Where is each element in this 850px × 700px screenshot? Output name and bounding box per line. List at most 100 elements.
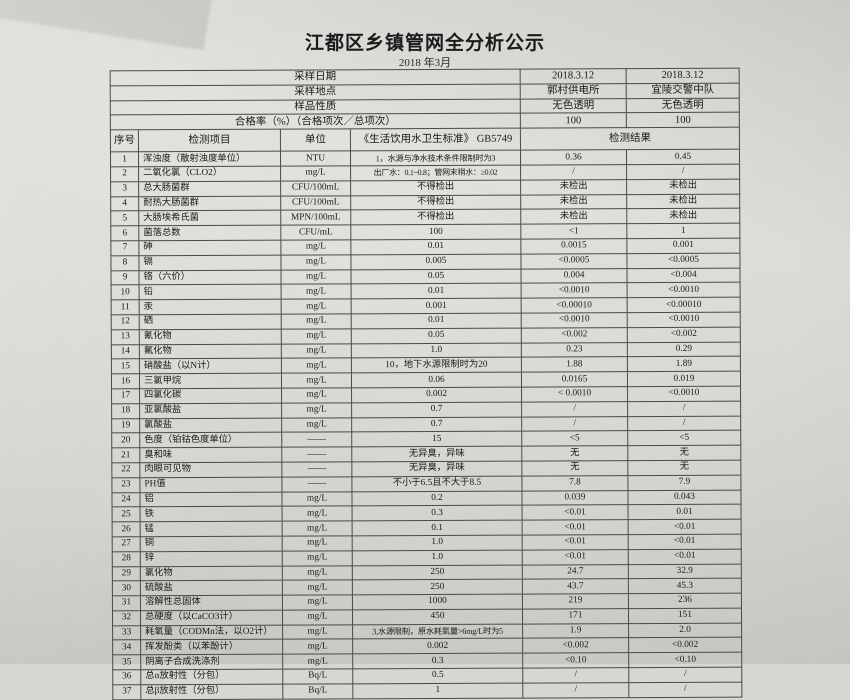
cell-item: 亚氯酸盐 [139,402,282,419]
cell-unit: mg/L [282,565,353,581]
cell-result-site1: 0.0015 [520,238,627,254]
cell-item: 总大肠菌群 [138,180,281,197]
cell-result-site2: / [627,400,741,417]
col-header-item: 检测项目 [138,129,281,152]
cell-result-site2: <0.002 [628,637,742,653]
cell-result-site2: <0.00010 [627,297,741,313]
cell-result-site2: <0.004 [626,267,741,283]
cell-result-site1: <0.00010 [521,297,628,314]
cell-item: 色度（铂钴色度单位） [139,432,282,448]
cell-unit: mg/L [280,239,351,255]
cell-unit: mg/L [280,254,351,270]
cell-item: 溶解性总固体 [140,595,283,611]
cell-result-site1: / [521,416,628,432]
meta-value-site1: 郭村供电所 [520,83,627,99]
cell-result-site2: 1 [626,223,740,239]
cell-result-site1: / [521,401,628,417]
cell-no: 34 [112,640,141,656]
cell-unit: mg/L [281,269,352,285]
cell-standard: 100 [350,224,521,240]
table-body: 采样日期 2018.3.12 2018.3.12 采样地点 郭村供电所 宜陵交警中队 样品性… [110,68,742,700]
table-row: 37 总β放射性（分包） Bq/L 1// [112,681,742,700]
cell-standard: 0.001 [351,298,522,314]
cell-no: 19 [111,418,140,434]
cell-no: 6 [110,225,139,241]
cell-result-site1: 无 [521,445,628,462]
cell-unit: MPN/100mL [280,210,351,226]
cell-unit: mg/L [281,343,352,359]
cell-result-site1: < 0.0010 [521,386,628,402]
cell-result-site1: <0.01 [522,549,629,565]
cell-item: 硝酸盐（以N计） [139,358,282,374]
cell-unit: mg/L [281,328,352,344]
cell-standard: 0.3 [352,505,523,521]
cell-result-site1: 0.23 [521,342,628,358]
cell-item: 硒 [139,314,282,330]
cell-result-site2: 未检出 [626,193,740,209]
cell-item: 铜 [140,536,283,552]
cell-item: 氯化物 [140,565,283,582]
cell-result-site1: <5 [521,430,628,447]
cell-no: 22 [111,462,140,478]
cell-no: 10 [111,285,140,301]
cell-no: 12 [111,314,140,330]
cell-no: 11 [111,299,140,315]
cell-unit: mg/L [282,550,353,566]
cell-item: 耗氧量（CODMn法，以O2计） [140,624,283,641]
cell-result-site2: 0.019 [627,371,741,387]
cell-standard: 0.06 [351,372,522,388]
cell-item: 总α放射性（分包） [140,669,283,685]
cell-standard: 无异臭，异味 [351,446,522,462]
cell-result-site2: / [628,681,742,698]
cell-result-site2: 0.01 [628,504,742,520]
cell-item: 铝 [139,491,283,508]
cell-unit: mg/L [281,402,352,418]
cell-result-site2: <0.0010 [627,312,741,328]
cell-result-site1: 0.004 [520,268,628,284]
cell-no: 23 [111,477,140,493]
cell-standard: 0.002 [352,638,523,655]
cell-item: 二氧化氯（CLO2） [138,166,281,182]
cell-result-site1: 1.88 [521,356,628,373]
cell-standard: 0.01 [351,283,522,299]
cell-standard: 不小于6.5且不大于8.5 [351,475,522,492]
cell-standard: 1.0 [352,549,523,566]
cell-no: 36 [112,669,141,685]
cell-unit: mg/L [282,609,353,625]
cell-standard: 不得检出 [350,194,521,211]
col-header-standard: 《生活饮用水卫生标准》 GB5749 [350,128,521,152]
cell-no: 7 [110,240,139,256]
cell-result-site1: <0.01 [522,534,629,550]
cell-standard: 不得检出 [350,209,521,225]
cell-result-site1: <0.01 [522,519,629,535]
cell-result-site1: <0.0005 [520,253,627,269]
cell-result-site2: 2.0 [628,622,742,639]
cell-result-site1: 1.9 [522,623,629,639]
water-analysis-table: 采样日期 2018.3.12 2018.3.12 采样地点 郭村供电所 宜陵交警中队 样品性… [110,68,743,700]
cell-result-site2: <0.0010 [627,282,741,298]
cell-no: 21 [111,447,140,463]
cell-result-site2: <5 [627,430,741,446]
cell-result-site1: 0.0165 [521,371,628,388]
cell-item: 总硬度（以CaCO3计） [140,610,283,626]
cell-result-site1: 未检出 [520,179,627,195]
cell-no: 33 [112,625,141,641]
analysis-table-container: 采样日期 2018.3.12 2018.3.12 采样地点 郭村供电所 宜陵交警中队 样品性… [110,68,742,700]
cell-result-site1: 219 [522,593,629,609]
cell-result-site2: <0.01 [628,534,742,550]
cell-result-site1: / [522,667,629,683]
cell-unit: mg/L [281,417,352,433]
cell-unit: Bq/L [282,683,353,699]
page-title: 江都区乡镇管网全分析公示 [304,33,545,54]
cell-standard: 250 [352,564,523,581]
cell-item: 四氯化碳 [139,388,282,404]
cell-result-site1: <0.002 [521,327,628,343]
cell-unit: mg/L [282,624,353,640]
cell-standard: 1.0 [351,342,522,359]
cell-item: 臭和味 [139,447,282,463]
cell-standard: 出厂水：0.1~0.8；管网末稍水：≥0.02 [350,165,521,181]
cell-unit: —— [281,446,352,463]
cell-standard: 不得检出 [350,179,521,196]
cell-standard: 0.7 [351,401,522,418]
cell-unit: mg/L [282,535,353,551]
